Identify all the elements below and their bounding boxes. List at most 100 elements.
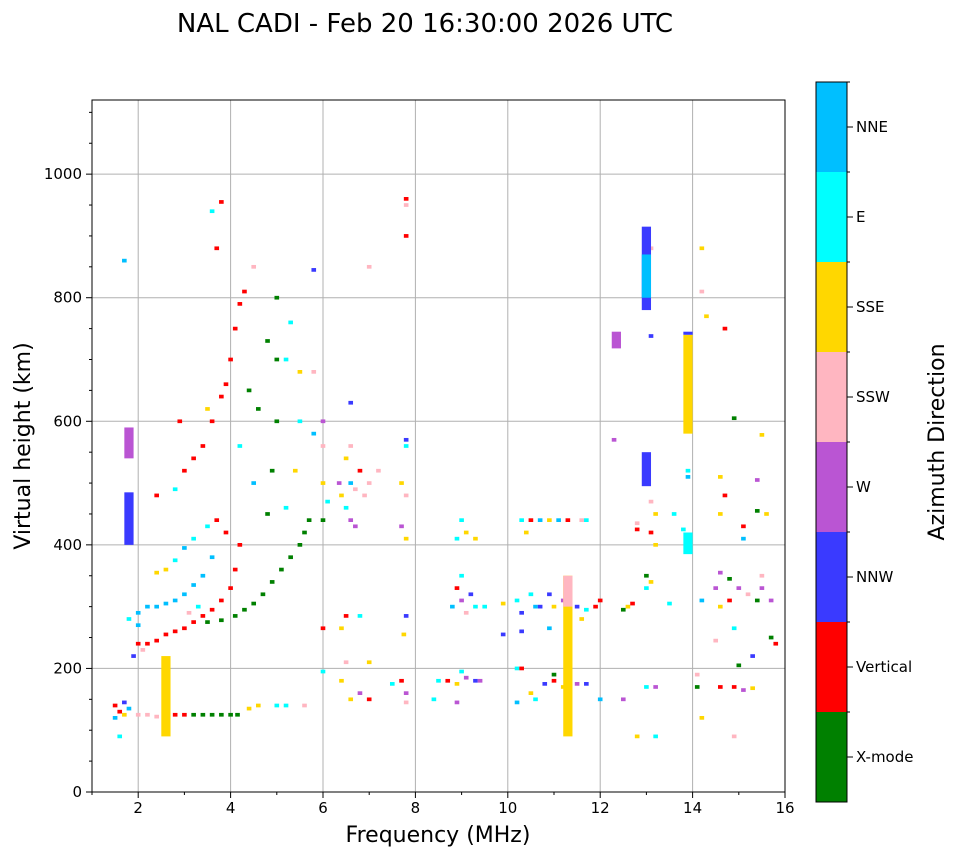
data-point-ssw: [366, 264, 372, 269]
data-point-x-mode: [274, 357, 280, 362]
data-point-vertical: [630, 601, 635, 606]
data-point-nne: [741, 536, 746, 541]
data-point-x-mode: [265, 512, 270, 516]
data-point-w: [357, 691, 363, 695]
data-point-e: [459, 573, 464, 578]
data-marks: [112, 197, 779, 739]
data-point-nne: [154, 604, 159, 609]
data-point-sse: [320, 481, 326, 485]
data-point-sse: [366, 660, 372, 665]
colorbar-swatch: [816, 82, 847, 172]
data-point-e: [403, 444, 409, 448]
data-point-x-mode: [242, 607, 247, 612]
data-point-x-mode: [219, 712, 224, 717]
data-point-e: [667, 601, 672, 606]
data-point-e: [283, 703, 289, 708]
data-point-x-mode: [768, 635, 774, 640]
data-point-ssw: [140, 648, 146, 652]
data-point-w: [653, 685, 658, 689]
data-point-nne: [685, 475, 691, 479]
data-point-vertical: [519, 666, 524, 671]
data-point-vertical: [773, 641, 779, 646]
data-point-sse: [653, 543, 658, 547]
data-point-vertical: [219, 200, 224, 204]
data-point-ssw: [343, 660, 349, 665]
data-point-ssw: [320, 444, 326, 448]
data-segment-nnw: [641, 452, 652, 487]
x-tick-label: 4: [226, 799, 236, 817]
data-point-nnw: [348, 400, 354, 405]
data-point-nnw: [648, 334, 654, 338]
data-point-vertical: [154, 493, 159, 498]
data-point-nnw: [473, 678, 478, 683]
data-point-ssw: [362, 493, 367, 498]
data-point-vertical: [228, 586, 233, 590]
data-point-ssw: [366, 481, 372, 485]
data-point-sse: [399, 481, 404, 485]
colorbar-tick-label: NNE: [856, 118, 888, 136]
data-point-nne: [251, 481, 257, 485]
data-point-sse: [699, 246, 705, 251]
data-point-ssw: [186, 610, 192, 615]
data-point-nne: [537, 518, 543, 522]
data-segment-sse: [683, 334, 693, 434]
data-point-vertical: [237, 543, 243, 547]
data-point-vertical: [232, 326, 238, 331]
data-point-vertical: [209, 419, 215, 424]
data-point-ssw: [376, 468, 381, 473]
data-point-w: [463, 675, 469, 680]
data-point-e: [237, 444, 243, 448]
data-point-sse: [625, 604, 631, 609]
data-point-x-mode: [644, 573, 649, 578]
data-point-sse: [122, 712, 127, 717]
data-point-ssw: [463, 610, 469, 615]
data-point-x-mode: [219, 618, 224, 623]
data-point-vertical: [399, 678, 404, 683]
grid-lines: [92, 100, 786, 793]
colorbar-swatch: [816, 532, 847, 622]
data-point-nne: [112, 716, 118, 720]
data-segment-sse: [161, 656, 171, 737]
data-point-e: [454, 536, 460, 541]
data-point-e: [283, 357, 289, 362]
data-point-nne: [182, 592, 187, 597]
colorbar: X-mode Vertical NNW W SSW SSE E NNE: [815, 81, 913, 803]
data-point-nne: [163, 601, 169, 606]
data-point-e: [459, 669, 464, 674]
data-point-w: [348, 518, 354, 522]
x-axis-ticks: 2 4 6 8 10 12 14 16: [91, 792, 795, 817]
data-point-e: [325, 499, 330, 504]
y-axis-ticks: 0 200 400 600 800 1000: [44, 111, 92, 801]
data-point-ssw: [403, 493, 409, 498]
data-point-sse: [648, 580, 654, 584]
data-point-w: [399, 524, 404, 529]
data-point-vertical: [445, 678, 451, 683]
data-point-vertical: [214, 246, 220, 251]
data-point-nnw: [403, 437, 409, 442]
data-point-w: [477, 678, 483, 683]
data-point-x-mode: [209, 712, 215, 717]
data-point-nne: [122, 258, 127, 263]
data-point-w: [611, 437, 617, 442]
data-point-e: [357, 614, 363, 618]
data-point-sse: [699, 716, 705, 720]
data-point-nne: [209, 555, 215, 560]
data-point-e: [731, 626, 737, 631]
data-point-ssw: [634, 521, 640, 526]
data-point-x-mode: [727, 576, 732, 581]
data-point-e: [343, 505, 349, 510]
data-point-vertical: [228, 357, 233, 362]
x-axis-label: Frequency (MHz): [346, 823, 531, 848]
data-point-vertical: [727, 598, 732, 603]
data-point-vertical: [214, 518, 220, 522]
x-tick-label: 16: [775, 799, 794, 817]
y-tick-label: 400: [53, 536, 82, 554]
data-point-ssw: [403, 203, 409, 207]
data-point-sse: [634, 734, 640, 739]
data-point-e: [528, 592, 534, 597]
data-point-sse: [764, 512, 769, 516]
data-point-e: [191, 536, 196, 541]
data-point-e: [681, 527, 686, 532]
data-point-vertical: [597, 598, 603, 603]
